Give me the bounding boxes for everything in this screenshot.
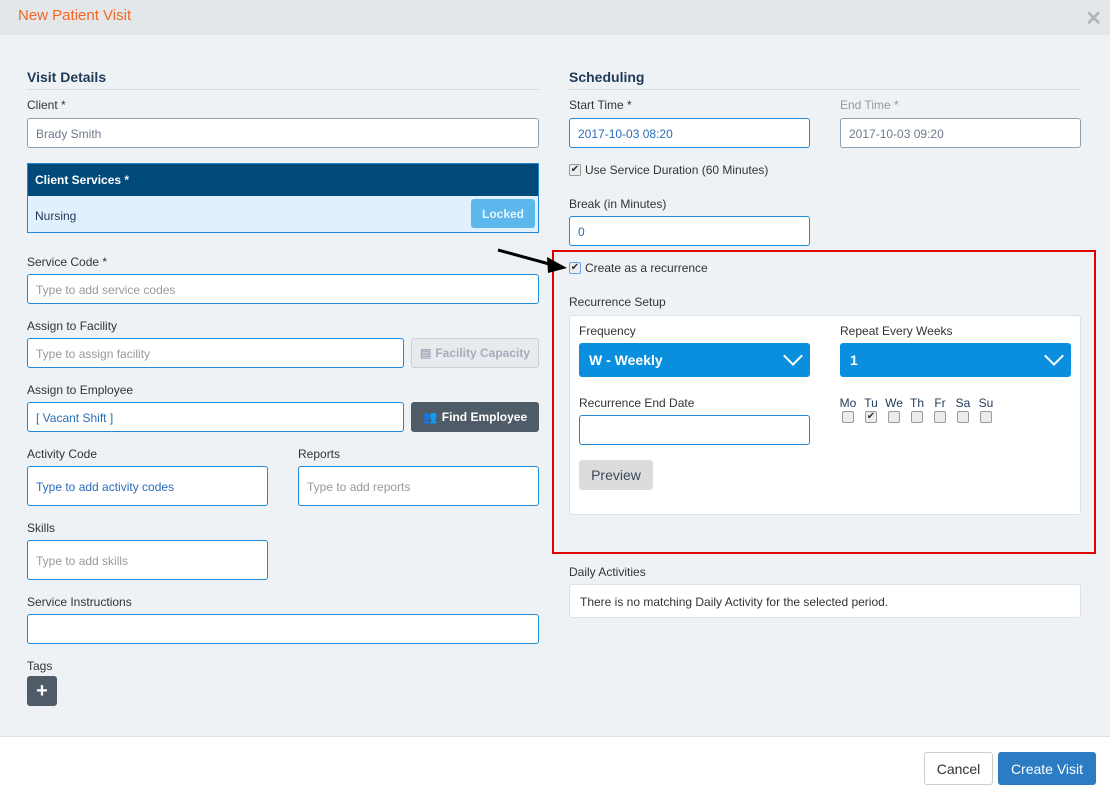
recurrence-highlight-box	[552, 250, 1096, 554]
service-nursing: Nursing	[35, 209, 77, 223]
end-time-label: End Time *	[840, 98, 899, 112]
arrow-pointer-icon	[497, 248, 567, 273]
clipboard-icon: ▤	[419, 346, 432, 360]
use-duration-row: ✔ Use Service Duration (60 Minutes)	[569, 163, 768, 177]
start-time-label: Start Time *	[569, 98, 632, 112]
weekday-label: We	[885, 396, 903, 410]
start-time-input[interactable]: 2017-10-03 08:20	[569, 118, 810, 148]
weekday-checkbox[interactable]	[957, 411, 969, 423]
frequency-select[interactable]: W - Weekly	[579, 343, 810, 377]
close-icon[interactable]: ✕	[1085, 8, 1102, 30]
weekday-checkbox[interactable]	[980, 411, 992, 423]
break-label: Break (in Minutes)	[569, 197, 667, 211]
weekday-label: Tu	[864, 396, 878, 410]
recurrence-label: Create as a recurrence	[585, 261, 708, 275]
client-label: Client *	[27, 98, 66, 112]
weekday-selector: Mo Tu ✔ We Th Fr Sa Su	[838, 396, 996, 423]
weekday-we: We	[884, 396, 904, 423]
skills-input[interactable]: Type to add skills	[27, 540, 268, 580]
weekday-checkbox[interactable]	[888, 411, 900, 423]
add-tag-button[interactable]: +	[27, 676, 57, 706]
recurrence-row: ✔ Create as a recurrence	[569, 261, 708, 275]
find-employee-label: Find Employee	[441, 410, 528, 424]
use-duration-label: Use Service Duration (60 Minutes)	[585, 163, 769, 177]
employee-input[interactable]: [ Vacant Shift ]	[27, 402, 404, 432]
cancel-button[interactable]: Cancel	[924, 752, 993, 785]
repeat-select[interactable]: 1	[840, 343, 1071, 377]
activity-input[interactable]: Type to add activity codes	[27, 466, 268, 506]
frequency-value: W - Weekly	[589, 352, 663, 368]
create-visit-button[interactable]: Create Visit	[998, 752, 1096, 785]
dialog-title: New Patient Visit	[18, 7, 132, 24]
visit-details-heading: Visit Details	[27, 69, 539, 90]
client-services-header: Client Services *	[28, 164, 538, 196]
instructions-input[interactable]	[27, 614, 539, 644]
break-input[interactable]: 0	[569, 216, 810, 246]
weekday-label: Sa	[955, 396, 971, 410]
facility-label: Assign to Facility	[27, 319, 118, 333]
instructions-label: Service Instructions	[27, 595, 132, 609]
chevron-down-icon	[1044, 346, 1064, 366]
weekday-mo: Mo	[838, 396, 858, 423]
weekday-th: Th	[907, 396, 927, 423]
employee-label: Assign to Employee	[27, 383, 134, 397]
end-date-label: Recurrence End Date	[579, 396, 695, 410]
weekday-sa: Sa	[953, 396, 973, 423]
client-input[interactable]: Brady Smith	[27, 118, 539, 148]
daily-activities-message: There is no matching Daily Activity for …	[569, 584, 1081, 618]
recurrence-checkbox[interactable]: ✔	[569, 262, 581, 274]
weekday-checkbox[interactable]	[842, 411, 854, 423]
weekday-tu: Tu ✔	[861, 396, 881, 423]
skills-label: Skills	[27, 521, 56, 535]
scheduling-heading: Scheduling	[569, 69, 1081, 90]
weekday-fr: Fr	[930, 396, 950, 423]
preview-button[interactable]: Preview	[579, 460, 653, 490]
weekday-checkbox[interactable]: ✔	[865, 411, 877, 423]
activity-label: Activity Code	[27, 447, 98, 461]
frequency-label: Frequency	[579, 324, 636, 338]
end-time-input[interactable]: 2017-10-03 09:20	[840, 118, 1081, 148]
recurrence-setup-label: Recurrence Setup	[569, 295, 666, 309]
tags-label: Tags	[27, 659, 53, 673]
facility-capacity-label: Facility Capacity	[435, 346, 531, 360]
end-date-input[interactable]	[579, 415, 810, 445]
weekday-su: Su	[976, 396, 996, 423]
service-code-label: Service Code *	[27, 255, 108, 269]
weekday-checkbox[interactable]	[911, 411, 923, 423]
repeat-value: 1	[850, 352, 858, 368]
repeat-label: Repeat Every Weeks	[840, 324, 953, 338]
locked-button[interactable]: Locked	[471, 199, 535, 228]
plus-icon: +	[36, 679, 48, 702]
use-duration-checkbox[interactable]: ✔	[569, 164, 581, 176]
weekday-checkbox[interactable]	[934, 411, 946, 423]
find-employee-button[interactable]: 👥 Find Employee	[411, 402, 539, 432]
reports-label: Reports	[298, 447, 341, 461]
users-icon: 👥	[422, 410, 438, 424]
client-services-panel: Client Services * Nursing Locked	[27, 163, 539, 233]
facility-input[interactable]: Type to assign facility	[27, 338, 404, 368]
daily-activities-label: Daily Activities	[569, 565, 646, 579]
chevron-down-icon	[783, 346, 803, 366]
reports-input[interactable]: Type to add reports	[298, 466, 539, 506]
weekday-label: Mo	[839, 396, 857, 410]
dialog-header	[0, 0, 1110, 35]
weekday-label: Th	[909, 396, 924, 410]
service-code-input[interactable]: Type to add service codes	[27, 274, 539, 304]
weekday-label: Fr	[934, 396, 946, 410]
facility-capacity-button[interactable]: ▤ Facility Capacity	[411, 338, 539, 368]
weekday-label: Su	[978, 396, 994, 410]
